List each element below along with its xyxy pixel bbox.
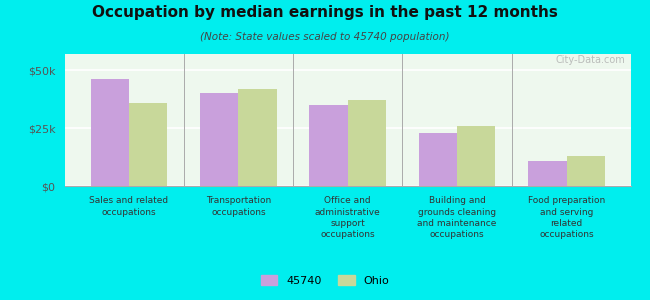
Bar — [567, 156, 604, 186]
Text: Occupation by median earnings in the past 12 months: Occupation by median earnings in the pas… — [92, 4, 558, 20]
Bar — [200, 93, 239, 186]
Bar — [239, 89, 277, 186]
Bar — [348, 100, 386, 186]
Legend: 45740, Ohio: 45740, Ohio — [255, 270, 395, 291]
Bar — [457, 126, 495, 186]
Bar — [528, 160, 567, 186]
Bar — [419, 133, 457, 186]
Bar — [91, 80, 129, 186]
Bar — [309, 105, 348, 186]
Bar — [129, 103, 167, 186]
Text: (Note: State values scaled to 45740 population): (Note: State values scaled to 45740 popu… — [200, 32, 450, 41]
Text: City-Data.com: City-Data.com — [555, 55, 625, 65]
